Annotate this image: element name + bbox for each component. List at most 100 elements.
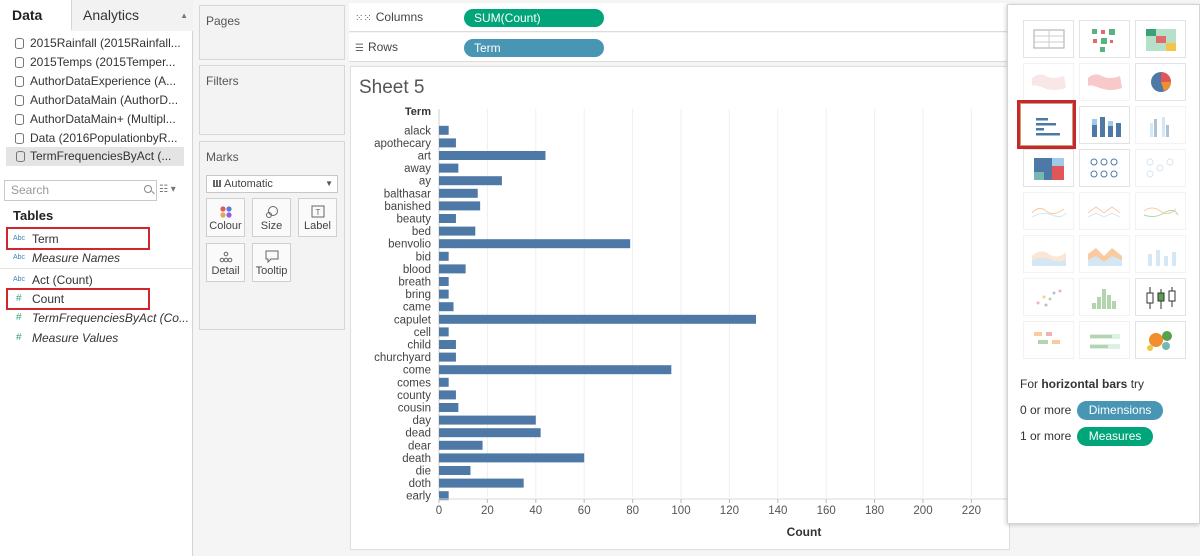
data-source-item[interactable]: 2015Rainfall (2015Rainfall... — [0, 34, 193, 53]
field-act-count[interactable]: Abc Act (Count) — [0, 270, 193, 290]
chart-type-area-continuous[interactable] — [1023, 235, 1074, 273]
chart-type-box-and-whisker[interactable] — [1135, 278, 1186, 316]
text-table-icon — [1033, 29, 1065, 49]
chart-type-treemap[interactable] — [1023, 149, 1074, 187]
columns-shelf-label: ⁙⁙ Columns — [355, 3, 423, 33]
chart-type-pie-chart[interactable] — [1135, 63, 1186, 101]
bar — [439, 201, 481, 211]
bar — [439, 352, 456, 362]
bullet-graph-icon — [1090, 334, 1120, 349]
data-source-label: AuthorDataExperience (A... — [30, 74, 177, 88]
chart-type-highlight-table[interactable] — [1135, 20, 1186, 58]
columns-pill-sum-count[interactable]: SUM(Count) — [464, 9, 604, 27]
detail-button[interactable]: Detail — [206, 243, 245, 282]
chart-type-dual-lines[interactable] — [1135, 192, 1186, 230]
database-icon — [15, 133, 24, 144]
bar — [439, 277, 449, 286]
bar — [439, 428, 541, 438]
columns-label: Columns — [375, 10, 424, 24]
field-count[interactable]: # Count — [0, 289, 193, 309]
filters-card[interactable]: Filters — [199, 65, 345, 135]
tooltip-button[interactable]: Tooltip — [252, 243, 291, 282]
size-label: Size — [260, 220, 283, 232]
pages-title: Pages — [206, 14, 241, 28]
show-me-panel: For horizontal bars try 0 or more Dimens… — [1007, 4, 1200, 524]
chart-type-circle-views[interactable] — [1079, 149, 1130, 187]
tab-analytics[interactable]: Analytics ▲ — [72, 0, 193, 31]
data-source-label: AuthorDataMain+ (Multipl... — [30, 112, 176, 126]
x-tick-label: 20 — [481, 505, 494, 517]
bar — [439, 491, 449, 501]
chart-type-lines-discrete[interactable] — [1079, 192, 1130, 230]
x-tick-label: 180 — [865, 505, 884, 517]
size-icon — [265, 206, 278, 218]
category-label: die — [416, 466, 431, 478]
view-toggle-icon[interactable]: ☷ ▾ — [159, 184, 176, 195]
data-source-item[interactable]: AuthorDataMain (AuthorD... — [0, 91, 193, 110]
chart-type-lines-continuous[interactable] — [1023, 192, 1074, 230]
dual-lines-icon — [1143, 207, 1179, 218]
category-label: come — [403, 365, 431, 377]
chart-type-histogram[interactable] — [1079, 278, 1130, 316]
colour-button[interactable]: Colour — [206, 198, 245, 237]
x-tick-label: 200 — [913, 505, 932, 517]
database-icon — [15, 76, 24, 87]
data-source-item[interactable]: AuthorDataExperience (A... — [0, 72, 193, 91]
data-source-item-selected[interactable]: TermFrequenciesByAct (... — [6, 147, 184, 166]
bar — [439, 125, 449, 135]
chart-type-area-discrete[interactable] — [1079, 235, 1130, 273]
x-axis-title: Count — [787, 525, 822, 539]
highlight-table-icon — [1146, 29, 1176, 51]
field-label: Act (Count) — [32, 273, 93, 287]
chart-type-filled-map[interactable] — [1079, 63, 1130, 101]
data-source-item[interactable]: Data (2016PopulationbyR... — [0, 129, 193, 148]
sheet-title[interactable]: Sheet 5 — [359, 77, 425, 98]
field-label: Term — [32, 232, 59, 246]
hint-suffix: try — [1127, 377, 1145, 391]
size-button[interactable]: Size — [252, 198, 291, 237]
search-input[interactable]: Search — [4, 180, 157, 201]
chart-type-dual-combination[interactable] — [1135, 235, 1186, 273]
chart-type-heat-map[interactable] — [1079, 20, 1130, 58]
mark-type-select[interactable]: Automatic ▼ — [206, 175, 338, 193]
category-label: county — [397, 390, 431, 402]
rows-shelf[interactable]: ☰ Rows Term — [349, 33, 1010, 62]
chart-type-text-table[interactable] — [1023, 20, 1074, 58]
chart-type-side-by-side-circles[interactable] — [1135, 149, 1186, 187]
chart-type-bullet-graph[interactable] — [1079, 321, 1130, 359]
category-label: art — [418, 151, 432, 163]
area-continuous-icon — [1032, 251, 1066, 266]
tab-data[interactable]: Data — [0, 0, 72, 31]
hint-prefix: For — [1020, 377, 1042, 391]
field-term[interactable]: Abc Term — [0, 229, 193, 249]
row-header: Term — [405, 106, 431, 118]
chart-type-gantt-chart[interactable] — [1023, 321, 1074, 359]
detail-label: Detail — [211, 265, 240, 277]
x-tick-label: 60 — [578, 505, 591, 517]
rows-pill-term[interactable]: Term — [464, 39, 604, 57]
x-tick-label: 0 — [436, 505, 442, 517]
field-measure-names[interactable]: Abc Measure Names — [0, 248, 193, 268]
category-label: early — [406, 491, 431, 503]
category-label: came — [403, 302, 431, 314]
chart-type-symbol-map[interactable] — [1023, 63, 1074, 101]
chart-type-scatter-plot[interactable] — [1023, 278, 1074, 316]
label-button[interactable]: T Label — [298, 198, 337, 237]
columns-shelf[interactable]: ⁙⁙ Columns SUM(Count) — [349, 3, 1010, 32]
data-source-label: Data (2016PopulationbyR... — [30, 131, 178, 145]
data-source-item[interactable]: 2015Temps (2015Temper... — [0, 53, 193, 72]
field-measure-values[interactable]: # Measure Values — [0, 328, 193, 348]
symbol-map-icon — [1032, 74, 1066, 90]
chart-type-side-by-side-bars[interactable] — [1135, 106, 1186, 144]
chart-type-stacked-bars[interactable] — [1079, 106, 1130, 144]
chart-type-packed-bubbles[interactable] — [1135, 321, 1186, 359]
field-term-frequencies-count[interactable]: # TermFrequenciesByAct (Co... — [0, 308, 193, 328]
search-icon[interactable] — [144, 185, 152, 193]
highlight-term — [6, 227, 150, 250]
pages-card[interactable]: Pages — [199, 5, 345, 60]
show-me-hint: For horizontal bars try — [1020, 377, 1144, 391]
highlight-count — [6, 288, 150, 310]
requirement-dimensions: 0 or more Dimensions — [1020, 401, 1164, 420]
chart-type-horizontal-bars[interactable] — [1017, 100, 1076, 149]
data-source-item[interactable]: AuthorDataMain+ (Multipl... — [0, 110, 193, 129]
